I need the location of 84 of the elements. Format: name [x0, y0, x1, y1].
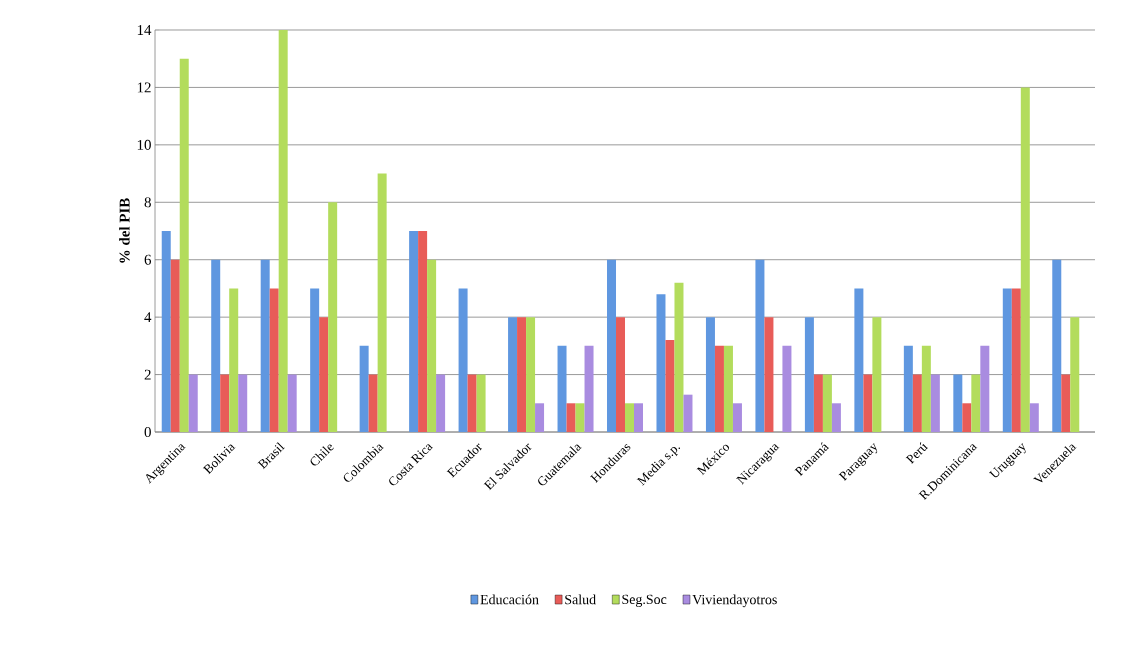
y-tick-label: 6 [144, 254, 152, 265]
bar [179, 58, 189, 432]
bar [634, 403, 644, 432]
bar [1061, 374, 1071, 432]
bar [170, 259, 180, 432]
bar [238, 374, 248, 432]
bar [863, 374, 873, 432]
bar [287, 374, 297, 432]
y-tick-label: 10 [137, 139, 151, 150]
bar [831, 403, 841, 432]
bar [714, 345, 724, 432]
bar [971, 374, 981, 432]
bar [1002, 288, 1012, 432]
bar [921, 345, 931, 432]
bar [319, 317, 329, 432]
bar [517, 317, 527, 432]
bar [732, 403, 742, 432]
bar [359, 345, 369, 432]
legend-label: Seg.Soc [622, 594, 667, 607]
bar [665, 340, 675, 432]
bar [854, 288, 864, 432]
y-tick-label: 12 [137, 82, 151, 93]
bar [872, 317, 882, 432]
bar [260, 259, 270, 432]
y-axis-title: % del PIB [119, 198, 130, 263]
bar [535, 403, 545, 432]
bar [764, 317, 774, 432]
bar [804, 317, 814, 432]
bar [278, 30, 288, 432]
bar [476, 374, 486, 432]
bar [467, 374, 477, 432]
bar [584, 345, 594, 432]
bar [1020, 87, 1030, 432]
bar [566, 403, 576, 432]
bar [557, 345, 567, 432]
bar [436, 374, 446, 432]
bar [368, 374, 378, 432]
bar [269, 288, 279, 432]
bar [1070, 317, 1080, 432]
y-tick-label: 8 [144, 197, 151, 208]
bar [229, 288, 239, 432]
bar [220, 374, 230, 432]
y-tick-label: 4 [144, 312, 152, 323]
bar [526, 317, 536, 432]
legend-label: Educación [480, 594, 539, 605]
bar [418, 231, 428, 432]
y-tick-label: 14 [137, 25, 152, 35]
bar [930, 374, 940, 432]
x-tick-label: Chile [310, 444, 334, 466]
bar [458, 288, 468, 432]
bar [377, 173, 387, 432]
bar [508, 317, 518, 432]
bar [328, 202, 338, 432]
bar [953, 374, 963, 432]
bar [674, 282, 684, 432]
bar [310, 288, 320, 432]
bar [427, 259, 437, 432]
bar [188, 374, 198, 432]
bar [409, 231, 419, 432]
bar [1011, 288, 1021, 432]
bar [705, 317, 715, 432]
bar [782, 345, 792, 432]
legend-label: Salud [565, 594, 596, 605]
bar [656, 294, 666, 432]
bar [625, 403, 635, 432]
bar [1052, 259, 1062, 432]
bar [755, 259, 765, 432]
bar [211, 259, 221, 432]
y-tick-label: 0 [144, 426, 151, 438]
bar [980, 345, 990, 432]
bar [912, 374, 922, 432]
bar [161, 231, 171, 432]
bar [962, 403, 972, 432]
bar [813, 374, 823, 432]
bar [575, 403, 585, 432]
bar [1029, 403, 1039, 432]
bar [723, 345, 733, 432]
bar [903, 345, 913, 432]
bar [607, 259, 617, 432]
bar [616, 317, 626, 432]
y-tick-label: 2 [144, 369, 151, 380]
bar [822, 374, 832, 432]
legend-label: Viviendayotros [692, 594, 777, 608]
bar [683, 394, 693, 432]
